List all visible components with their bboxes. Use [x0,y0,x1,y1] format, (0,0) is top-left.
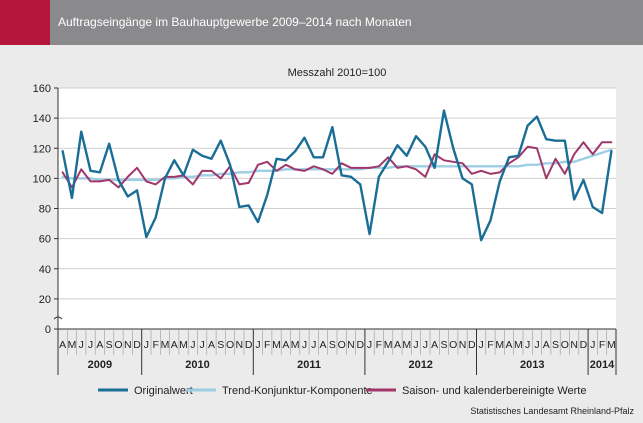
x-tick-label: S [106,339,113,351]
x-tick-label: J [190,339,195,351]
legend-label-2: Saison- und kalenderbereinigte Werte [402,385,586,397]
x-tick-label: J [590,339,595,351]
y-axis: 0 20 40 60 80 100 120 140 160 [33,83,63,336]
x-tick-label: S [552,339,559,351]
legend-label-1: Trend-Konjunktur-Komponente [222,385,373,397]
x-tick-label: N [236,339,244,351]
x-tick-label: J [302,339,307,351]
y-tick-label-0: 0 [45,324,51,336]
x-tick-label: D [580,339,588,351]
x-tick-label: M [514,339,523,351]
year-label-2013: 2013 [520,359,544,371]
chart-subtitle: Messzahl 2010=100 [288,67,387,79]
x-tick-label: A [282,339,289,351]
x-tick-label: A [431,339,438,351]
series-line-2 [61,141,613,189]
x-tick-label: M [179,339,188,351]
x-tick-label: M [291,339,300,351]
x-tick-label: A [506,339,513,351]
y-tick-label-140: 140 [33,113,51,125]
legend-label-0: Originalwert [134,385,193,397]
source-note: Statistisches Landesamt Rheinland-Pfalz [470,406,634,416]
x-tick-label: N [459,339,467,351]
x-tick-label: A [543,339,550,351]
x-tick-label: M [402,339,411,351]
header-accent [0,0,50,45]
x-tick-label: D [245,339,253,351]
x-tick-label: A [208,339,215,351]
y-tick-label-80: 80 [39,204,51,216]
y-tick-label-120: 120 [33,143,51,155]
x-tick-label: M [161,339,170,351]
x-tick-label: A [394,339,401,351]
x-tick-label: S [440,339,447,351]
x-tick-label: F [264,339,270,351]
x-tick-label: J [200,339,205,351]
x-tick-label: J [367,339,372,351]
x-tick-label: D [468,339,476,351]
x-tick-label: O [114,339,122,351]
x-tick-label: O [338,339,346,351]
x-tick-label: A [59,339,66,351]
legend: Originalwert Trend-Konjunktur-Komponente S… [98,385,586,397]
x-tick-label: F [376,339,382,351]
chart-title: Auftragseingänge im Bauhauptgewerbe 2009… [58,15,412,29]
x-tick-label: J [479,339,484,351]
x-tick-label: F [599,339,605,351]
x-tick-label: D [356,339,364,351]
x-tick-label: S [329,339,336,351]
x-tick-label: J [413,339,418,351]
header-bar: Auftragseingänge im Bauhauptgewerbe 2009… [0,0,643,45]
x-tick-label: F [487,339,493,351]
y-tick-label-60: 60 [39,234,51,246]
axis-break-marker [53,316,63,320]
x-tick-label: J [88,339,93,351]
y-tick-label-20: 20 [39,294,51,306]
x-tick-label: N [124,339,132,351]
x-tick-label: N [347,339,355,351]
x-tick-label: J [534,339,539,351]
x-tick-label: D [133,339,141,351]
x-tick-label: J [144,339,149,351]
x-tick-label: S [217,339,224,351]
x-tick-label: J [79,339,84,351]
x-tick-label: J [423,339,428,351]
series-lines [61,109,613,242]
series-line-0 [61,109,613,242]
x-tick-label: A [171,339,178,351]
year-label-2010: 2010 [185,359,209,371]
year-label-2009: 2009 [88,359,112,371]
y-tick-label-40: 40 [39,264,51,276]
x-tick-label: M [384,339,393,351]
x-tick-label: J [255,339,260,351]
x-tick-label: A [96,339,103,351]
x-tick-label: M [68,339,77,351]
x-tick-label: M [272,339,281,351]
year-label-2012: 2012 [408,359,432,371]
y-tick-label-160: 160 [33,83,51,95]
x-tick-label: J [525,339,530,351]
x-tick-label: O [226,339,234,351]
year-label-2011: 2011 [297,359,321,371]
x-tick-label: O [561,339,569,351]
x-tick-label: J [311,339,316,351]
x-tick-label: A [320,339,327,351]
x-tick-label: F [152,339,158,351]
x-tick-label: O [449,339,457,351]
x-tick-label: M [495,339,504,351]
x-tick-label: M [607,339,616,351]
year-label-2014: 2014 [590,359,615,371]
x-tick-label: N [570,339,578,351]
y-tick-label-100: 100 [33,173,51,185]
